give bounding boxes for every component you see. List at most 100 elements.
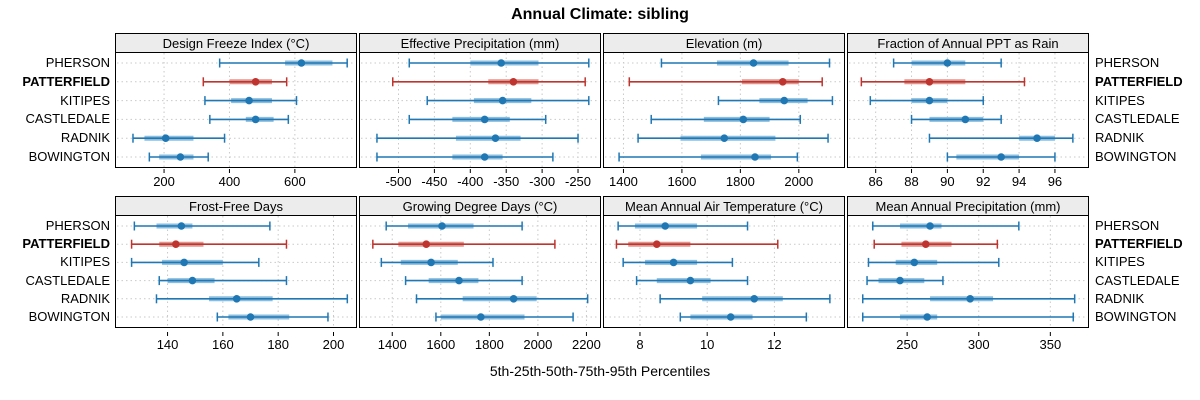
median-dot — [661, 222, 669, 230]
percentile-interval-bowington — [216, 312, 329, 322]
tick-label: 10 — [700, 337, 714, 352]
x-axis: 200 400 600 — [153, 169, 306, 189]
percentile-interval-castledale — [910, 114, 1002, 124]
median-dot — [925, 96, 934, 105]
site-label-left-castledale: CASTLEDALE — [25, 272, 110, 288]
site-label-right-bowington: BOWINGTON — [1095, 309, 1177, 324]
tick-label: 2000 — [784, 174, 813, 189]
tick-label: 600 — [284, 174, 306, 189]
site-label-left-pherson: PHERSON — [45, 55, 110, 70]
site-label-right-castledale: CASTLEDALE — [1095, 272, 1180, 288]
percentile-interval-radnik — [862, 294, 1076, 304]
site-label-right-castledale: CASTLEDALE — [1095, 111, 1180, 127]
tick-label: 96 — [1048, 174, 1062, 189]
tick-label: 12 — [767, 337, 781, 352]
median-dot — [896, 276, 904, 285]
percentile-interval-radnik — [928, 133, 1074, 143]
tick-label: 2000 — [523, 337, 552, 352]
site-label-right-bowington: BOWINGTON — [1095, 149, 1177, 164]
site-label-right-pherson: PHERSON — [1095, 55, 1160, 70]
median-dot — [245, 96, 253, 105]
site-label-right-patterfield: PATTERFIELD — [1095, 73, 1183, 89]
percentile-interval-pherson — [385, 221, 523, 231]
site-label-left-pherson: PHERSON — [45, 218, 110, 233]
tick-label: 1400 — [609, 174, 638, 189]
median-dot — [943, 59, 952, 67]
tick-label: 200 — [323, 337, 345, 352]
percentile-interval-castledale — [404, 276, 523, 286]
percentile-interval-pherson — [133, 221, 271, 231]
percentile-interval-patterfield — [130, 239, 288, 249]
median-dot — [455, 276, 463, 285]
median-dot — [910, 258, 919, 267]
median-dot — [509, 78, 518, 86]
percentile-interval-bowington — [435, 312, 574, 322]
median-dot — [926, 222, 934, 230]
site-label-right-radnik: RADNIK — [1095, 290, 1145, 306]
tick-label: -300 — [529, 174, 555, 189]
percentile-interval-kitipes — [717, 96, 834, 106]
tick-label: -350 — [493, 174, 519, 189]
tick-label: 1400 — [378, 337, 407, 352]
percentile-interval-patterfield — [615, 239, 779, 249]
percentiles-caption: 5th-25th-50th-75th-95th Percentiles — [489, 363, 711, 379]
x-axis: 86 88 90 92 94 96 — [868, 169, 1062, 189]
median-dot — [480, 153, 489, 161]
percentile-interval-castledale — [635, 276, 749, 286]
percentile-interval-kitipes — [622, 257, 734, 267]
median-dot — [726, 313, 735, 321]
percentile-interval-castledale — [158, 276, 288, 286]
site-label-right-radnik: RADNIK — [1095, 130, 1145, 146]
percentile-interval-kitipes — [380, 257, 494, 267]
percentile-interval-pherson — [617, 221, 749, 231]
tick-label: 140 — [157, 337, 179, 352]
median-dot — [750, 295, 759, 303]
tick-label: 2200 — [572, 337, 601, 352]
median-dot — [749, 59, 758, 67]
median-dot — [686, 276, 695, 285]
percentile-interval-pherson — [408, 58, 590, 68]
tick-label: 300 — [968, 337, 990, 352]
median-dot — [966, 295, 974, 303]
median-dot — [669, 258, 678, 267]
panel-strip-title: Mean Annual Precipitation (mm) — [847, 196, 1089, 216]
tick-label: -450 — [421, 174, 447, 189]
tick-label: 160 — [212, 337, 234, 352]
median-dot — [177, 222, 186, 230]
panel-plot-area — [603, 52, 845, 168]
percentile-interval-kitipes — [426, 96, 590, 106]
site-label-left-castledale: CASTLEDALE — [25, 111, 110, 127]
panel-plot-area — [115, 215, 357, 328]
percentile-interval-radnik — [132, 133, 226, 143]
site-label-left-bowington: BOWINGTON — [28, 149, 110, 164]
site-label-right-kitipes: KITIPES — [1095, 92, 1145, 108]
percentile-interval-pherson — [892, 58, 1002, 68]
percentile-interval-radnik — [415, 294, 589, 304]
median-dot — [232, 295, 241, 303]
panel-strip-title: Mean Annual Air Temperature (°C) — [603, 196, 845, 216]
percentile-interval-kitipes — [204, 96, 298, 106]
median-dot — [477, 313, 485, 321]
median-dot — [778, 78, 787, 86]
panel-strip-title: Elevation (m) — [603, 33, 845, 53]
median-dot — [1033, 134, 1041, 142]
percentile-interval-pherson — [872, 221, 1020, 231]
site-label-right-pherson: PHERSON — [1095, 218, 1160, 233]
x-axis: 140 160 180 200 — [157, 332, 345, 352]
tick-label: 1800 — [726, 174, 755, 189]
percentile-interval-kitipes — [130, 257, 260, 267]
x-axis: -500 -450 -400 -350 -300 -250 — [385, 169, 591, 189]
panel-strip-title: Effective Precipitation (mm) — [359, 33, 601, 53]
median-dot — [652, 240, 661, 248]
median-dot — [422, 240, 431, 248]
percentile-interval-castledale — [209, 114, 290, 124]
median-dot — [509, 295, 518, 303]
median-dot — [923, 313, 931, 321]
percentile-interval-bowington — [376, 152, 554, 162]
tick-label: 180 — [267, 337, 289, 352]
percentile-interval-bowington — [862, 312, 1074, 322]
median-dot — [925, 78, 934, 86]
site-label-left-bowington: BOWINGTON — [28, 309, 110, 324]
percentile-interval-castledale — [650, 114, 802, 124]
chart-title: Annual Climate: sibling — [511, 6, 689, 23]
